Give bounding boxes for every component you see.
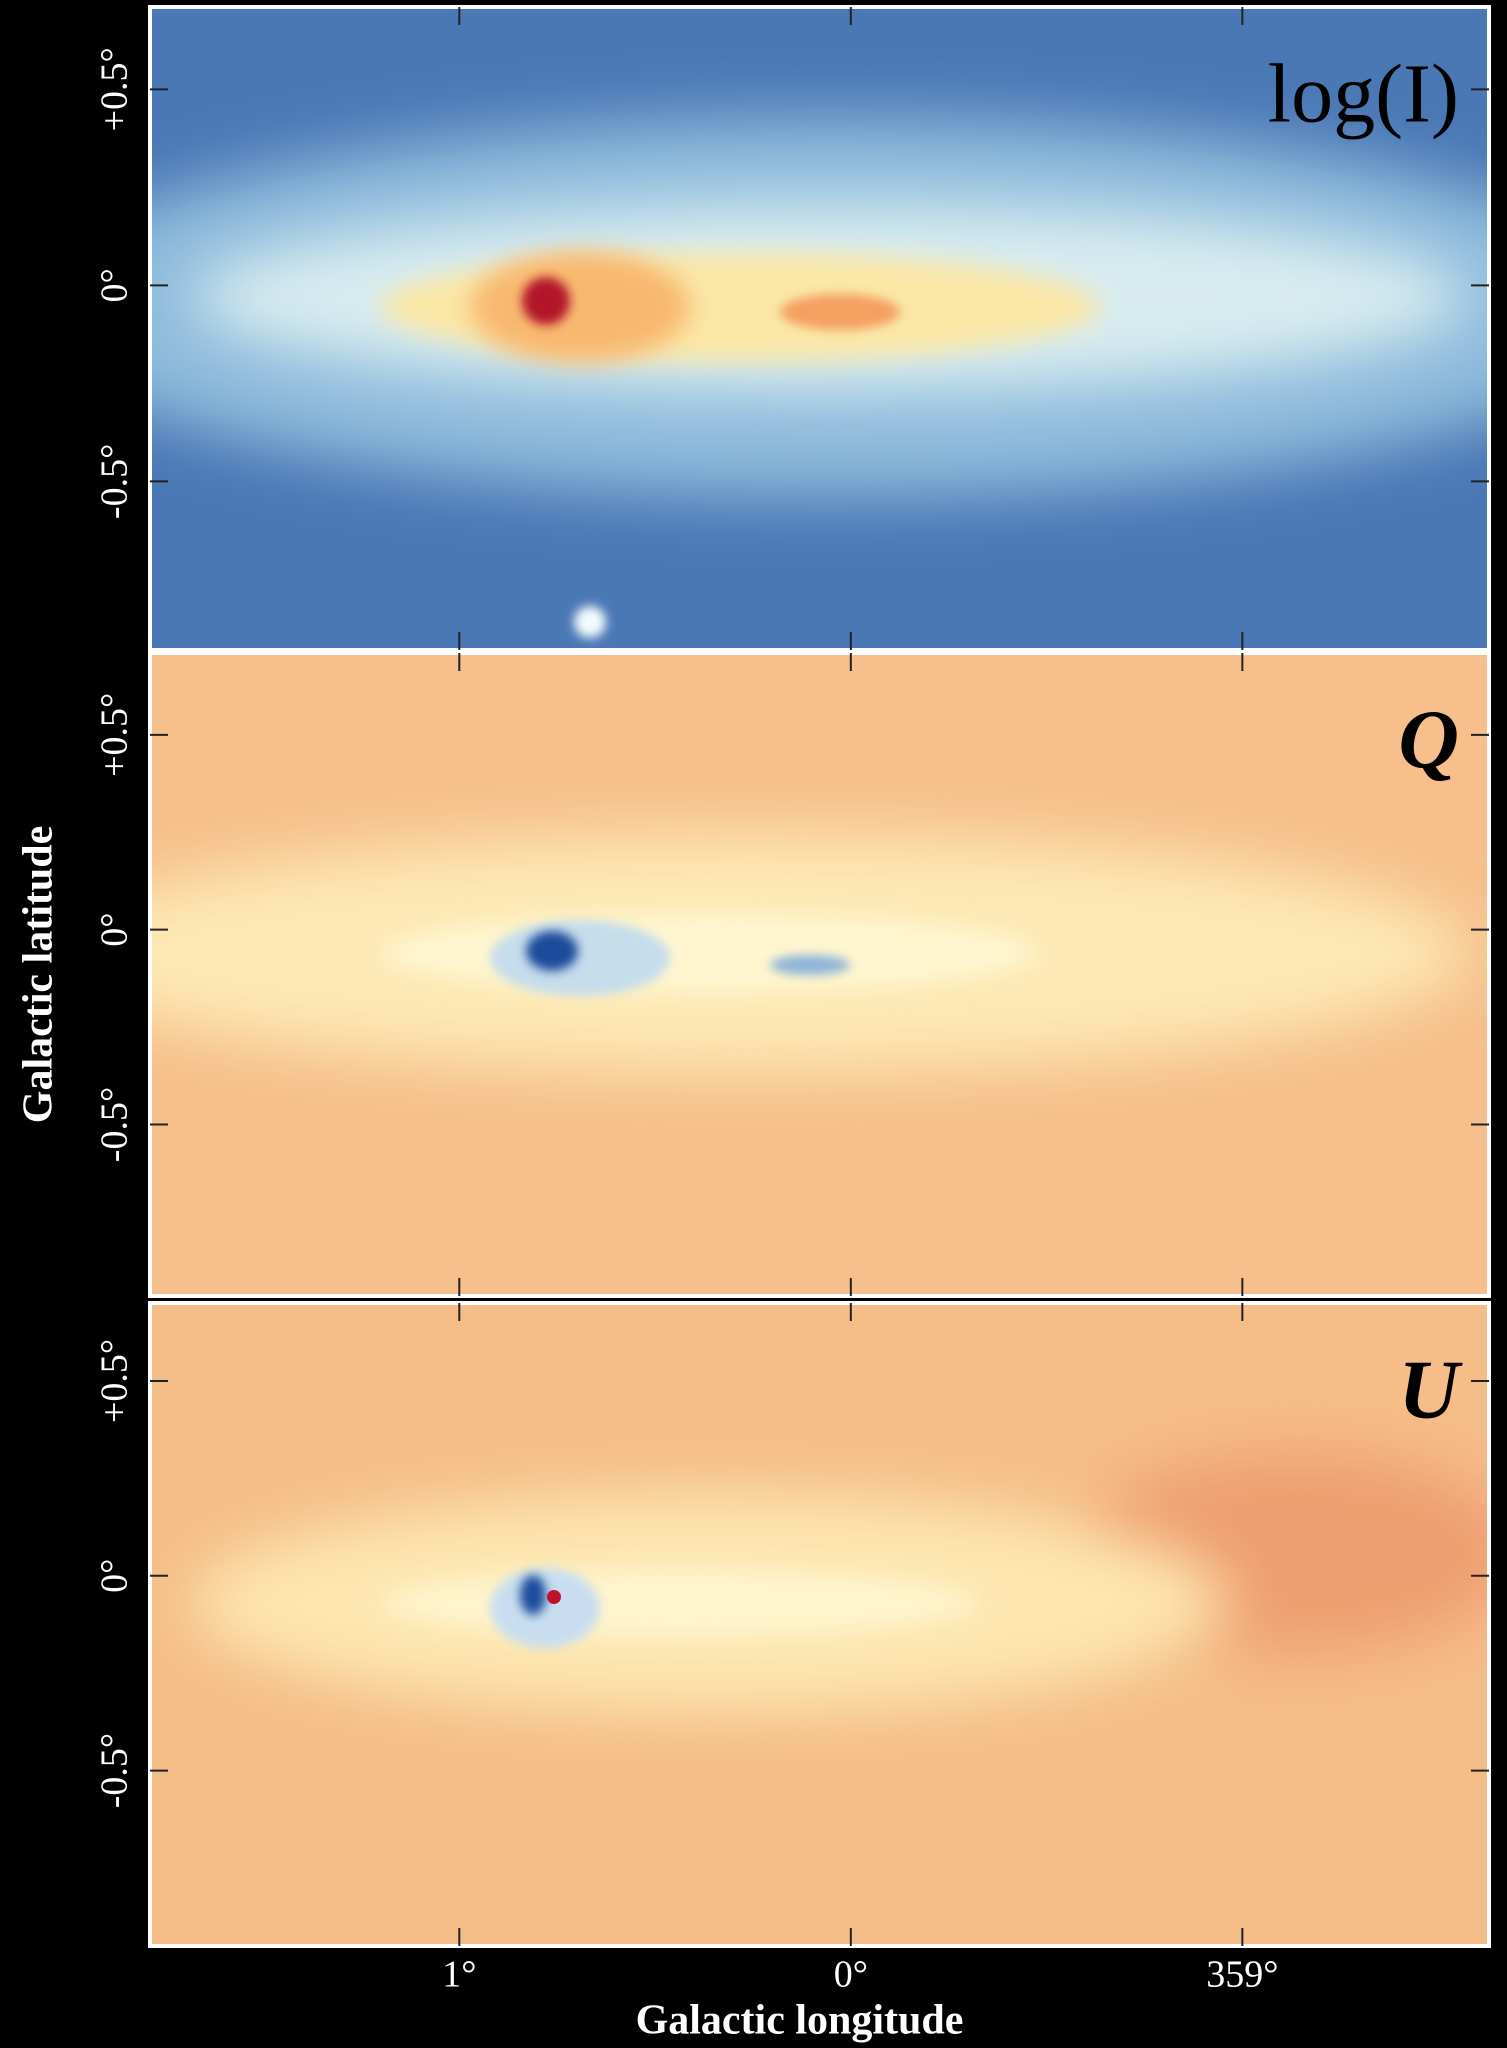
panel-frame — [148, 5, 1491, 652]
panel-frame — [148, 1301, 1491, 1948]
y-axis-label: Galactic latitude — [16, 826, 62, 1123]
map-shape — [780, 294, 900, 330]
map-shape — [522, 277, 570, 325]
x-tick-label: 1° — [442, 1954, 476, 1996]
panel-title: log(I) — [1268, 47, 1459, 140]
y-tick-label: +0.5° — [94, 1339, 136, 1423]
x-tick-label: 359° — [1206, 1954, 1278, 1996]
y-tick-label: -0.5° — [94, 1087, 136, 1162]
y-tick-label: +0.5° — [94, 693, 136, 777]
x-axis-label: Galactic longitude — [636, 1998, 964, 2044]
map-shape — [526, 931, 578, 971]
map-shape — [574, 606, 606, 638]
map-panel: Q — [148, 651, 1491, 1298]
y-tick-label: +0.5° — [94, 47, 136, 131]
panel-title: U — [1398, 1343, 1463, 1436]
y-tick-label: -0.5° — [94, 444, 136, 519]
map-panel: log(I) — [148, 5, 1491, 652]
map-shape — [380, 913, 1040, 993]
y-tick-label: 0° — [94, 913, 136, 947]
map-shape — [520, 1575, 546, 1615]
map-image — [150, 653, 1489, 1296]
map-image — [150, 7, 1489, 650]
map-shape — [547, 1590, 561, 1604]
y-tick-label: 0° — [94, 268, 136, 302]
panel-frame — [148, 651, 1491, 1298]
map-image — [150, 1303, 1489, 1946]
panel-title: Q — [1398, 693, 1459, 786]
map-shape — [380, 1568, 980, 1638]
y-tick-label: 0° — [94, 1559, 136, 1593]
map-shape — [770, 955, 850, 975]
map-panel: U — [148, 1301, 1491, 1948]
map-shape — [490, 1568, 600, 1648]
map-shape — [470, 252, 690, 362]
x-tick-label: 0° — [834, 1954, 868, 1996]
y-tick-label: -0.5° — [94, 1733, 136, 1808]
map-shape — [490, 920, 670, 996]
